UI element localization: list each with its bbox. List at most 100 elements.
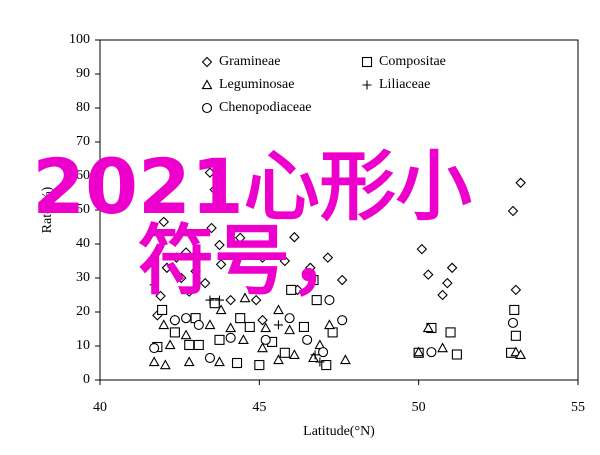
- data-point: [149, 342, 160, 354]
- legend-marker: [361, 56, 373, 68]
- data-point: [184, 339, 195, 351]
- legend-label: Liliaceae: [379, 77, 430, 92]
- y-tick-label: 70: [76, 134, 90, 149]
- data-point: [183, 286, 195, 297]
- data-point: [225, 294, 236, 306]
- data-point: [336, 274, 348, 286]
- data-point: [273, 304, 284, 315]
- data-point: [231, 357, 243, 369]
- data-point: [180, 313, 192, 324]
- data-point: [257, 252, 268, 263]
- legend-label: Compositae: [379, 54, 446, 69]
- data-point: [180, 329, 192, 340]
- y-tick-label: 90: [76, 66, 90, 81]
- data-point: [288, 349, 300, 359]
- data-point: [507, 205, 519, 217]
- data-point: [199, 277, 211, 289]
- data-point: [254, 359, 265, 371]
- y-tick-label: 50: [76, 202, 90, 217]
- data-point: [148, 356, 160, 367]
- y-tick-label: 30: [76, 270, 90, 285]
- data-point: [273, 354, 284, 365]
- data-point: [159, 359, 171, 370]
- data-point: [337, 315, 348, 326]
- data-point: [158, 319, 170, 330]
- data-point: [327, 327, 338, 338]
- data-point: [302, 334, 313, 345]
- data-point: [442, 277, 453, 289]
- data-point: [214, 356, 225, 367]
- data-point: [157, 304, 168, 316]
- data-point: [193, 339, 204, 351]
- data-point: [315, 357, 325, 367]
- data-point: [260, 334, 271, 345]
- data-point: [205, 295, 215, 305]
- data-point: [183, 356, 195, 367]
- x-axis-label: Latitude(°N): [303, 424, 375, 439]
- data-point: [214, 334, 225, 345]
- data-point: [244, 321, 255, 333]
- legend-label: Chenopodiaceae: [219, 100, 312, 115]
- data-point: [339, 354, 351, 365]
- data-point: [515, 349, 527, 359]
- x-tick-label: 55: [571, 400, 585, 415]
- y-tick-label: 40: [76, 236, 90, 251]
- data-point: [161, 262, 173, 274]
- data-point: [310, 350, 320, 360]
- y-axis-label: Rate(%): [40, 186, 55, 233]
- data-point: [234, 232, 246, 244]
- data-point: [321, 359, 332, 371]
- legend-label: Leguminosae: [219, 77, 294, 92]
- data-point: [322, 252, 334, 263]
- data-point: [149, 280, 159, 290]
- data-point: [284, 324, 296, 335]
- data-point: [204, 319, 216, 330]
- data-point: [445, 327, 456, 338]
- data-point: [204, 167, 216, 178]
- data-point: [204, 352, 215, 363]
- data-point: [175, 272, 187, 284]
- data-point: [451, 349, 462, 360]
- data-point: [225, 332, 236, 343]
- data-point: [215, 304, 227, 315]
- legend-marker: [201, 102, 213, 114]
- data-point: [209, 184, 220, 195]
- data-point: [206, 222, 217, 234]
- data-point: [507, 317, 519, 328]
- data-point: [416, 243, 428, 255]
- y-tick-label: 0: [83, 372, 90, 387]
- data-point: [437, 342, 449, 353]
- y-tick-label: 20: [76, 304, 90, 319]
- data-point: [171, 252, 182, 263]
- legend-marker: [201, 56, 213, 68]
- data-point: [289, 231, 300, 243]
- data-point: [190, 265, 201, 277]
- data-point: [257, 342, 268, 353]
- data-point: [180, 247, 192, 258]
- data-point: [305, 262, 316, 274]
- x-tick-label: 50: [412, 400, 426, 415]
- data-point: [273, 320, 283, 330]
- legend-marker: [201, 79, 213, 90]
- y-tick-label: 100: [69, 32, 90, 47]
- data-point: [308, 352, 319, 363]
- y-tick-label: 10: [76, 338, 90, 353]
- data-point: [510, 284, 522, 296]
- data-point: [298, 321, 309, 333]
- data-point: [510, 346, 522, 357]
- data-point: [318, 347, 329, 358]
- data-point: [225, 322, 237, 333]
- data-point: [324, 319, 335, 330]
- data-point: [426, 347, 437, 358]
- data-point: [510, 330, 521, 341]
- data-point: [237, 334, 249, 345]
- data-point: [164, 339, 176, 350]
- data-point: [324, 295, 335, 306]
- data-point: [413, 346, 425, 357]
- data-point: [308, 274, 319, 286]
- data-point: [422, 322, 434, 333]
- data-point: [311, 295, 322, 306]
- data-point: [158, 216, 170, 228]
